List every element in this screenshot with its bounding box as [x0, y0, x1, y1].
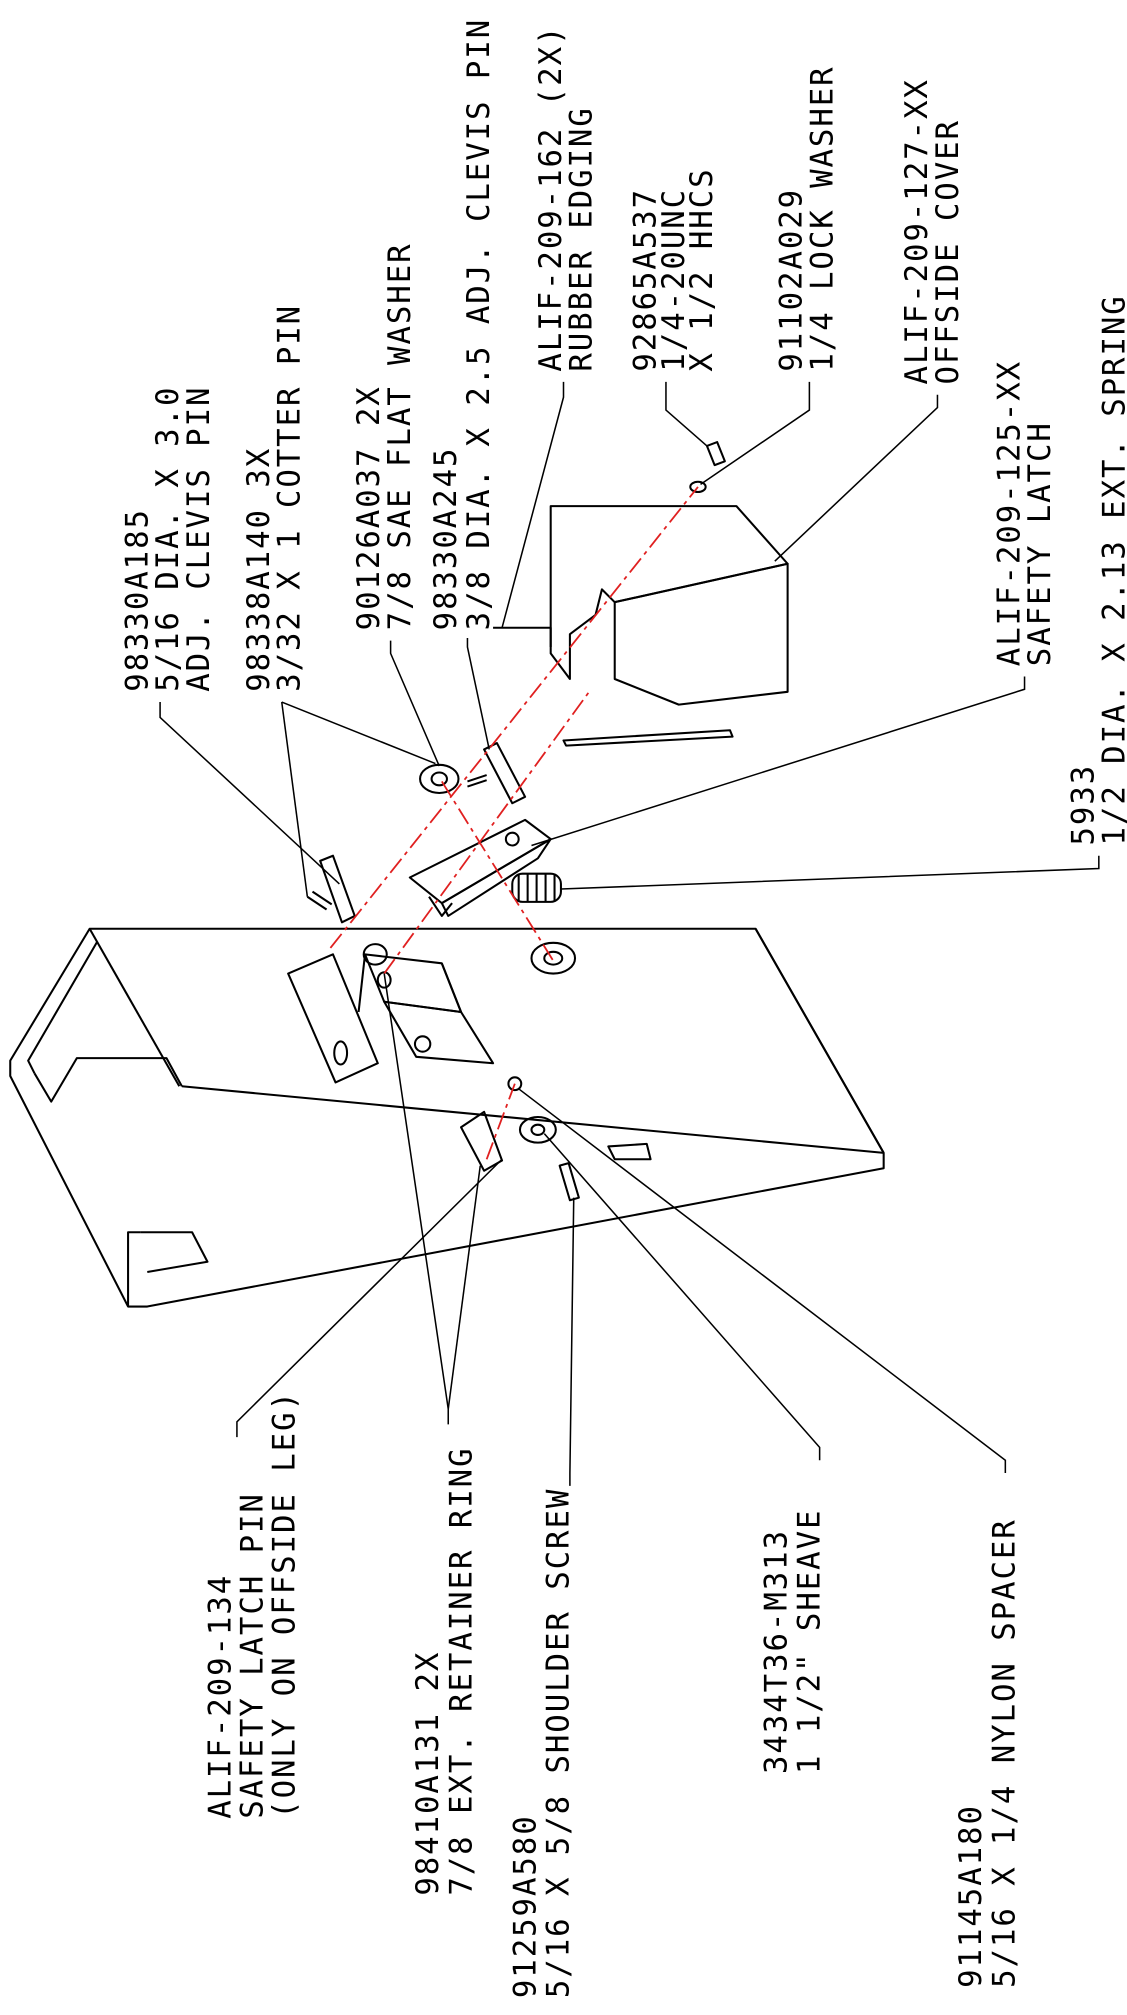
callout-text: SAFETY LATCH	[1022, 421, 1058, 666]
callout-text: (ONLY ON OFFSIDE LEG)	[267, 1390, 303, 1819]
callout-text: 3/32 X 1 COTTER PIN	[272, 304, 308, 692]
callout-text: 1/2 DIA. X 2.13 EXT. SPRING	[1096, 294, 1127, 845]
callout-text: X 1/2 HHCS	[684, 167, 720, 371]
callout-text: SAFETY LATCH PIN	[235, 1492, 271, 1819]
callout-text: 1 1/2" SHEAVE	[792, 1509, 828, 1774]
washers	[364, 765, 575, 1143]
callout-text: 3434T36-M313	[758, 1529, 794, 1774]
callout-text: ADJ. CLEVIS PIN	[181, 386, 217, 692]
callout-text: 91145A180	[953, 1804, 989, 1988]
offside-cover	[493, 506, 788, 745]
post	[10, 929, 883, 1307]
assembly-drawing: 98330A1855/16 DIA. X 3.0ADJ. CLEVIS PIN9…	[0, 0, 1127, 2015]
callout-text: 98410A131 2X	[410, 1651, 446, 1896]
callout-text: 91259A580	[507, 1814, 543, 1998]
callout-text: 1/4 LOCK WASHER	[804, 65, 840, 371]
callout-text: ALIF-209-134	[203, 1574, 239, 1819]
callout-text: RUBBER EDGING	[564, 106, 600, 371]
callout-text: 5/16 X 1/4 NYLON SPACER	[986, 1518, 1022, 1988]
page: 98330A1855/16 DIA. X 3.0ADJ. CLEVIS PIN9…	[0, 0, 1127, 2015]
callout-text: 7/8 EXT. RETAINER RING	[443, 1447, 479, 1896]
callout-text: 98330A245	[428, 447, 464, 631]
callout-text: 7/8 SAE FLAT WASHER	[382, 242, 418, 630]
callout-text: 5/16 X 5/8 SHOULDER SCREW	[541, 1488, 577, 1998]
callout-text: OFFSIDE COVER	[930, 119, 966, 384]
callout-text: 3/8 DIA. X 2.5 ADJ. CLEVIS PIN	[461, 18, 497, 630]
spring	[512, 874, 561, 902]
